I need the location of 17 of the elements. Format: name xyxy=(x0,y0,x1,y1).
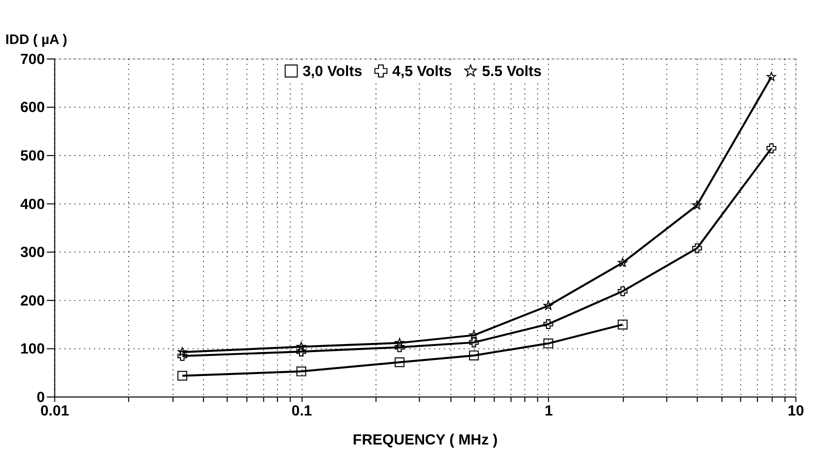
y-tick-label: 0 xyxy=(36,390,45,406)
x-tick-label: 10 xyxy=(788,404,804,420)
y-axis-title: IDD ( µA ) xyxy=(5,32,68,48)
x-tick-label: 0.01 xyxy=(40,404,70,420)
legend-label: 3,0 Volts xyxy=(302,64,362,80)
legend-label: 5.5 Volts xyxy=(482,64,542,80)
x-tick-label: 1 xyxy=(544,404,553,420)
x-tick-label: 0.1 xyxy=(291,404,312,420)
y-tick-label: 500 xyxy=(20,148,45,164)
y-tick-label: 200 xyxy=(20,293,45,310)
legend-label: 4,5 Volts xyxy=(392,64,452,80)
y-tick-label: 600 xyxy=(20,100,45,116)
y-tick-label: 300 xyxy=(20,245,45,262)
y-tick-label: 100 xyxy=(20,342,45,358)
y-tick-label: 400 xyxy=(20,196,45,213)
x-axis-title: FREQUENCY ( MHz ) xyxy=(352,432,498,448)
y-tick-label: 700 xyxy=(20,52,45,68)
